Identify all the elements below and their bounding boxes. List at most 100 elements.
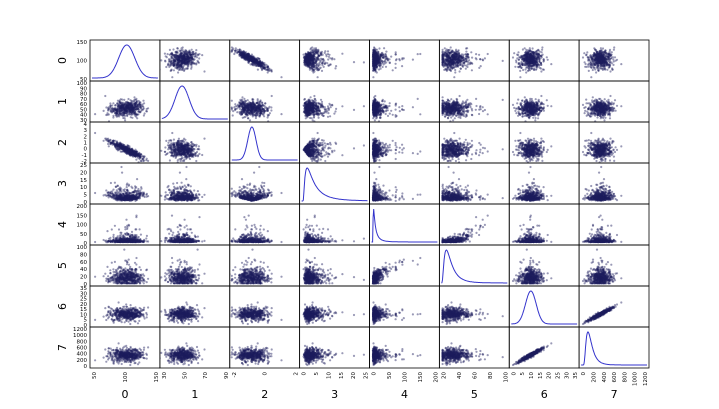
scatter-point: [245, 113, 248, 116]
scatter-point: [540, 54, 543, 58]
scatter-point: [193, 62, 196, 65]
scatter-point: [181, 58, 184, 61]
scatter-point: [312, 69, 315, 72]
scatter-point: [127, 108, 130, 111]
scatter-point: [262, 66, 265, 69]
scatter-point: [372, 55, 375, 58]
scatter-point: [532, 55, 535, 58]
scatter-point: [604, 59, 607, 62]
scatter-point: [583, 52, 586, 55]
scatter-point: [596, 65, 599, 69]
scatter-point: [534, 68, 538, 71]
scatter-point: [525, 54, 528, 57]
scatter-point: [315, 51, 318, 55]
scatter-point: [594, 56, 598, 59]
scatter-point: [253, 111, 256, 114]
scatter-point: [597, 60, 600, 63]
scatter-point: [373, 53, 376, 56]
scatter-point: [372, 62, 375, 65]
scatter-point: [602, 60, 605, 63]
scatter-point: [602, 60, 605, 63]
scatter-point: [525, 58, 528, 61]
scatter-point: [599, 49, 602, 52]
scatter-point: [531, 62, 534, 65]
scatter-point: [446, 62, 449, 65]
scatter-point: [450, 64, 453, 67]
scatter-point: [451, 50, 454, 54]
scatter-point: [137, 113, 140, 116]
scatter-point: [600, 56, 604, 59]
scatter-point: [375, 66, 378, 69]
scatter-point: [197, 61, 200, 64]
scatter-point: [315, 57, 318, 60]
scatter-point: [378, 60, 382, 63]
scatter-point: [238, 53, 241, 56]
scatter-point: [374, 60, 377, 64]
scatter-point: [327, 55, 330, 58]
scatter-point: [185, 55, 188, 58]
scatter-point: [188, 56, 191, 59]
scatter-point: [533, 62, 537, 65]
scatter-point: [315, 68, 319, 71]
scatter-point: [457, 56, 460, 59]
scatter-point: [134, 106, 137, 109]
scatter-point: [245, 55, 248, 58]
scatter-point: [186, 53, 189, 56]
scatter-point: [605, 64, 609, 67]
scatter-point: [599, 57, 602, 60]
scatter-point: [593, 64, 596, 67]
scatter-point: [248, 54, 251, 57]
scatter-point: [309, 54, 312, 57]
scatter-point: [593, 55, 596, 58]
scatter-point: [540, 70, 543, 73]
scatter-point: [246, 108, 249, 111]
scatter-point: [372, 76, 375, 79]
scatter-point: [450, 58, 453, 62]
scatter-point: [180, 53, 183, 56]
scatter-point: [176, 51, 179, 54]
scatter-point: [592, 62, 595, 65]
scatter-point: [187, 56, 190, 59]
scatter-point: [372, 51, 375, 54]
scatter-point: [536, 49, 539, 52]
scatter-point: [187, 59, 190, 63]
scatter-point: [333, 112, 336, 115]
scatter-point: [534, 60, 537, 63]
scatter-point: [596, 55, 600, 58]
scatter-point: [258, 63, 261, 67]
scatter-point: [481, 58, 484, 61]
scatter-point: [319, 59, 322, 63]
scatter-point: [523, 58, 526, 61]
scatter-point: [534, 51, 537, 55]
scatter-point: [231, 114, 234, 117]
scatter-point: [382, 54, 385, 57]
scatter-point: [242, 54, 245, 57]
scatter-point: [184, 55, 187, 59]
scatter-point: [373, 61, 376, 64]
scatter-point: [176, 56, 179, 59]
scatter-point: [528, 49, 531, 52]
scatter-point: [445, 59, 448, 62]
scatter-point: [536, 63, 539, 66]
scatter-point: [606, 58, 609, 61]
scatter-point: [257, 64, 260, 67]
panel-0-1: [159, 39, 231, 82]
scatter-point: [531, 60, 535, 63]
scatter-point: [248, 58, 251, 61]
scatter-point: [592, 53, 596, 56]
scatter-point: [252, 61, 256, 64]
scatter-point: [182, 60, 185, 63]
scatter-point: [524, 61, 527, 64]
scatter-point: [306, 55, 309, 58]
scatter-point: [525, 60, 529, 63]
scatter-point: [193, 55, 196, 58]
scatter-point: [373, 58, 376, 61]
scatter-point: [526, 57, 529, 61]
scatter-point: [116, 112, 119, 116]
scatter-point: [186, 66, 189, 69]
scatter-point: [526, 52, 529, 55]
scatter-point: [372, 57, 375, 60]
scatter-point: [538, 64, 541, 67]
scatter-point: [602, 60, 605, 63]
scatter-point: [375, 55, 378, 58]
